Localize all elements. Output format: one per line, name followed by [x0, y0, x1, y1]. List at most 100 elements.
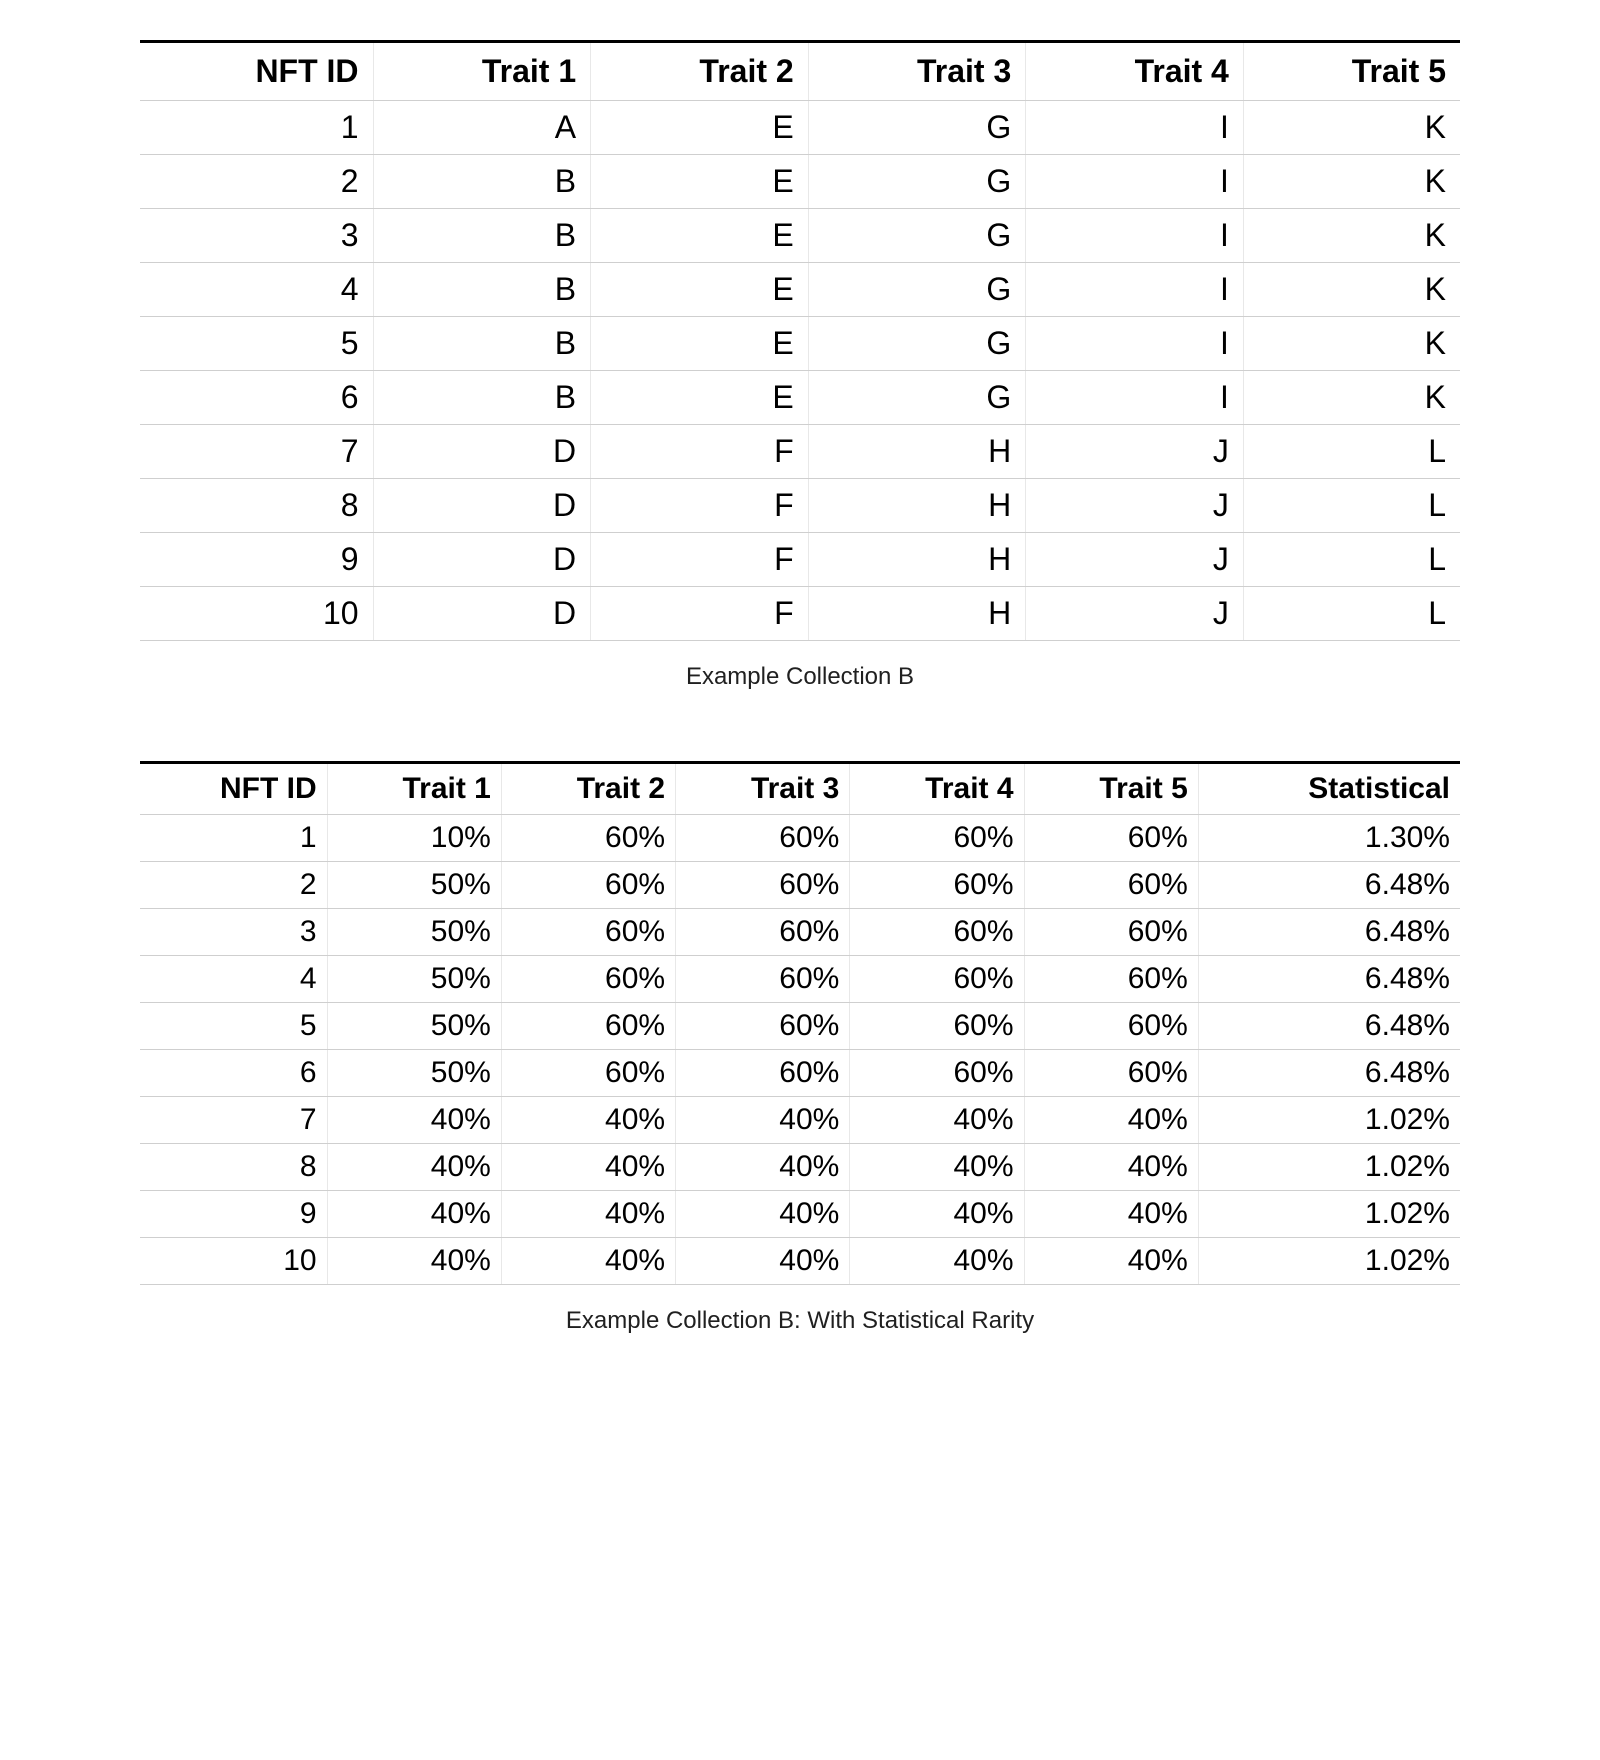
table-cell: A [373, 101, 591, 155]
table-row: 4BEGIK [140, 263, 1460, 317]
col-nft-id: NFT ID [140, 763, 327, 815]
table-cell: 60% [676, 956, 850, 1003]
table-cell: H [808, 587, 1026, 641]
col-trait-2: Trait 2 [591, 42, 809, 101]
table-cell: 60% [850, 909, 1024, 956]
table-row: 250%60%60%60%60%6.48% [140, 862, 1460, 909]
table-cell: 1.02% [1198, 1097, 1460, 1144]
table-cell: 2 [140, 155, 373, 209]
table-row: 8DFHJL [140, 479, 1460, 533]
table-cell: 3 [140, 909, 327, 956]
table-cell: 50% [327, 956, 501, 1003]
table-cell: E [591, 101, 809, 155]
table-cell: 10% [327, 815, 501, 862]
table-cell: F [591, 587, 809, 641]
table-cell: L [1243, 479, 1460, 533]
table-cell: 50% [327, 1003, 501, 1050]
table-cell: 10 [140, 1238, 327, 1285]
table-cell: 4 [140, 956, 327, 1003]
table-cell: B [373, 209, 591, 263]
col-trait-2: Trait 2 [501, 763, 675, 815]
table-cell: 6 [140, 371, 373, 425]
table-cell: B [373, 371, 591, 425]
table-cell: 40% [327, 1191, 501, 1238]
table-row: 9DFHJL [140, 533, 1460, 587]
table-cell: 10 [140, 587, 373, 641]
table-cell: 60% [676, 1050, 850, 1097]
table-header-row: NFT ID Trait 1 Trait 2 Trait 3 Trait 4 T… [140, 763, 1460, 815]
col-trait-3: Trait 3 [676, 763, 850, 815]
table-cell: I [1026, 155, 1244, 209]
collection-b-stat-tbody: 110%60%60%60%60%1.30%250%60%60%60%60%6.4… [140, 815, 1460, 1285]
collection-b-stat-caption: Example Collection B: With Statistical R… [80, 1307, 1520, 1335]
table-cell: J [1026, 587, 1244, 641]
table-cell: 40% [676, 1238, 850, 1285]
table-cell: I [1026, 371, 1244, 425]
table-cell: 60% [1024, 1003, 1198, 1050]
table-cell: 60% [501, 956, 675, 1003]
table-cell: 40% [850, 1238, 1024, 1285]
table-row: 1AEGIK [140, 101, 1460, 155]
table-cell: B [373, 263, 591, 317]
table-cell: I [1026, 317, 1244, 371]
table-cell: 60% [501, 909, 675, 956]
table-cell: 5 [140, 317, 373, 371]
table-cell: 50% [327, 862, 501, 909]
table-cell: 40% [501, 1238, 675, 1285]
table-cell: F [591, 533, 809, 587]
table-cell: 40% [327, 1097, 501, 1144]
table-cell: 2 [140, 862, 327, 909]
table-cell: 4 [140, 263, 373, 317]
table-cell: E [591, 371, 809, 425]
col-trait-5: Trait 5 [1024, 763, 1198, 815]
table-row: 740%40%40%40%40%1.02% [140, 1097, 1460, 1144]
table-cell: 6 [140, 1050, 327, 1097]
table-cell: 60% [501, 1050, 675, 1097]
table-cell: K [1243, 155, 1460, 209]
table-row: 2BEGIK [140, 155, 1460, 209]
table-cell: 9 [140, 533, 373, 587]
table-cell: 8 [140, 479, 373, 533]
table-cell: 60% [1024, 956, 1198, 1003]
table-cell: 40% [850, 1144, 1024, 1191]
table-cell: 40% [676, 1191, 850, 1238]
collection-b-table: NFT ID Trait 1 Trait 2 Trait 3 Trait 4 T… [140, 40, 1460, 641]
table-cell: 60% [1024, 1050, 1198, 1097]
col-nft-id: NFT ID [140, 42, 373, 101]
collection-b-stat-table-wrap: NFT ID Trait 1 Trait 2 Trait 3 Trait 4 T… [140, 761, 1460, 1285]
table-cell: D [373, 587, 591, 641]
table-header-row: NFT ID Trait 1 Trait 2 Trait 3 Trait 4 T… [140, 42, 1460, 101]
table-cell: G [808, 101, 1026, 155]
table-cell: 40% [850, 1191, 1024, 1238]
table-cell: 60% [676, 909, 850, 956]
table-cell: H [808, 479, 1026, 533]
table-cell: 60% [676, 815, 850, 862]
table-cell: K [1243, 371, 1460, 425]
table-cell: 60% [850, 956, 1024, 1003]
table-row: 110%60%60%60%60%1.30% [140, 815, 1460, 862]
table-cell: 40% [501, 1144, 675, 1191]
col-trait-3: Trait 3 [808, 42, 1026, 101]
table-cell: 40% [676, 1097, 850, 1144]
table-row: 940%40%40%40%40%1.02% [140, 1191, 1460, 1238]
table-cell: F [591, 479, 809, 533]
table-cell: 40% [327, 1144, 501, 1191]
table-cell: B [373, 155, 591, 209]
table-row: 6BEGIK [140, 371, 1460, 425]
table-cell: 50% [327, 1050, 501, 1097]
table-cell: F [591, 425, 809, 479]
table-cell: 1.02% [1198, 1191, 1460, 1238]
table-cell: B [373, 317, 591, 371]
table-cell: 60% [676, 862, 850, 909]
table-cell: G [808, 155, 1026, 209]
table-cell: K [1243, 317, 1460, 371]
table-cell: E [591, 155, 809, 209]
table-cell: 1 [140, 815, 327, 862]
table-cell: 60% [1024, 815, 1198, 862]
table-cell: 60% [676, 1003, 850, 1050]
table-cell: 7 [140, 425, 373, 479]
table-row: 350%60%60%60%60%6.48% [140, 909, 1460, 956]
table-cell: G [808, 317, 1026, 371]
table-cell: 60% [850, 862, 1024, 909]
col-trait-1: Trait 1 [373, 42, 591, 101]
